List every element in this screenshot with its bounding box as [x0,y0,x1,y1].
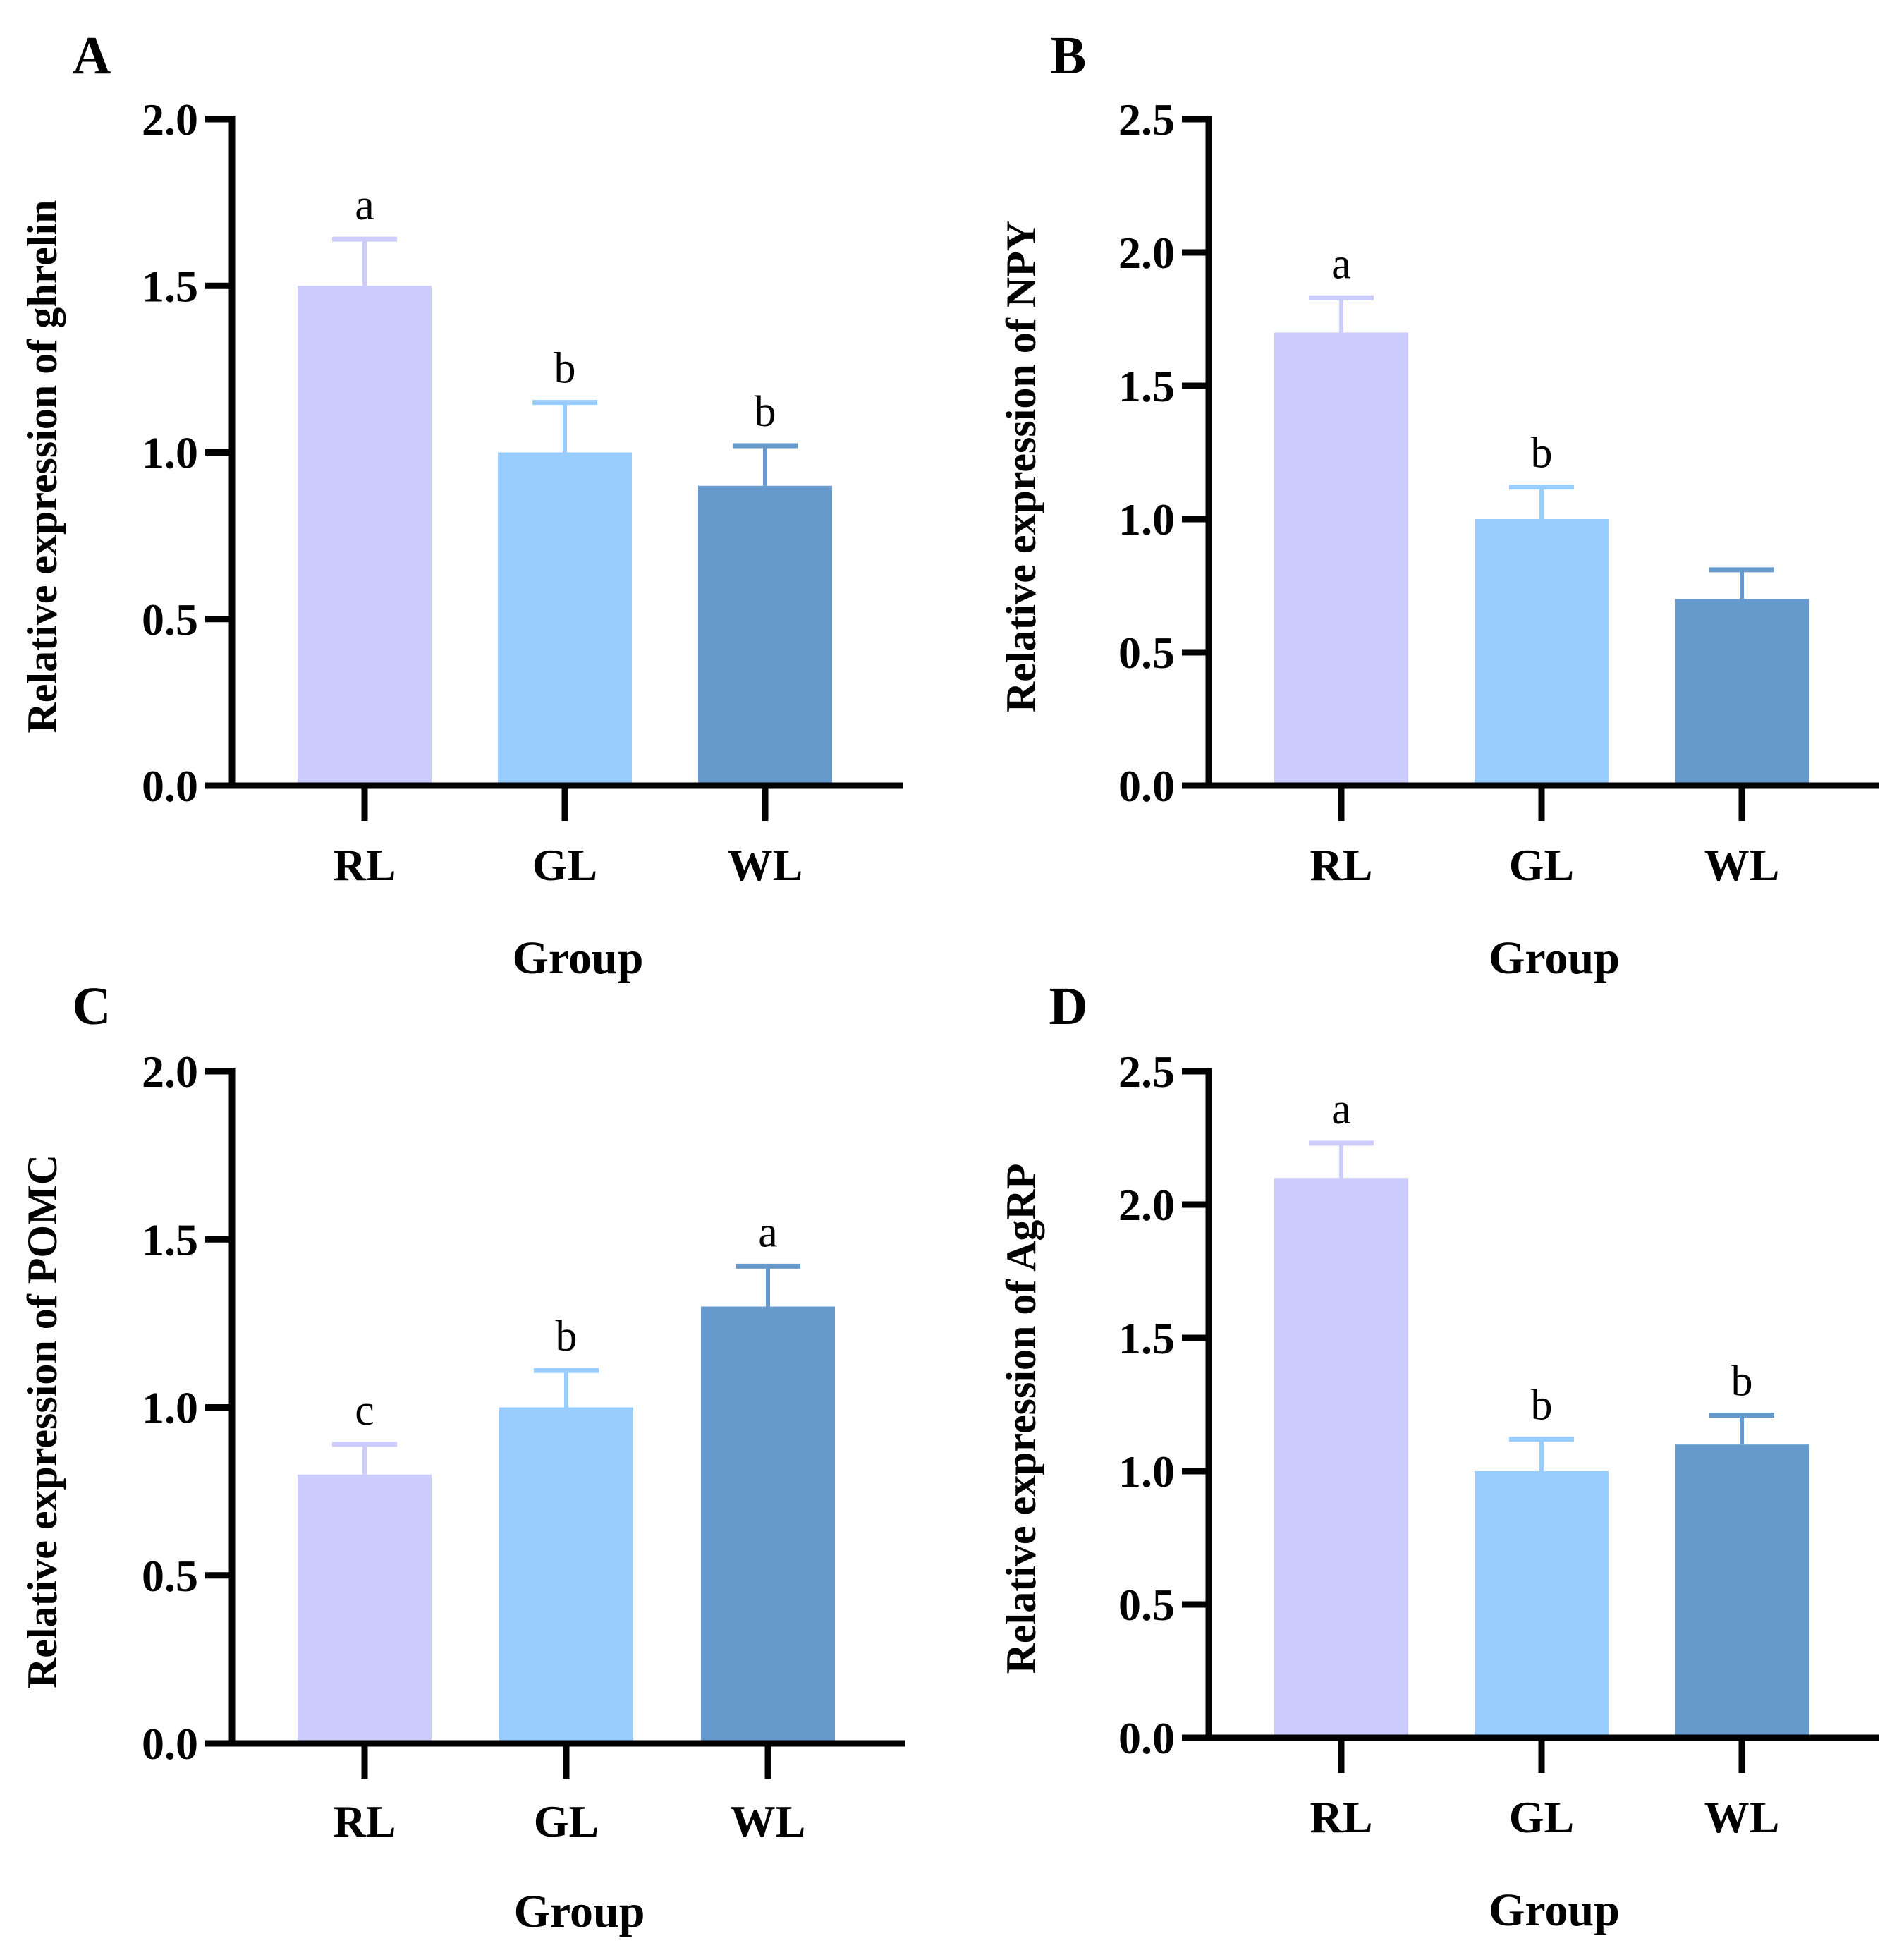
panel-label: D [1049,977,1088,1036]
bar-rl [298,286,432,786]
x-tick-label: GL [532,840,597,890]
y-axis-label: Relative expression of ghrelin [19,200,66,733]
y-tick-label: 1.5 [142,261,198,311]
x-axis-label: Group [514,1886,645,1937]
x-axis-label: Group [1489,1884,1620,1936]
bar-wl [698,485,832,786]
y-tick-label: 1.0 [1118,1447,1175,1497]
bar-gl [499,1407,633,1743]
y-axis-label: Relative expression of POMC [19,1155,66,1688]
bar-gl [1475,519,1609,786]
x-tick-label: WL [1704,840,1780,890]
y-tick-label: 2.0 [1118,228,1175,278]
y-tick-label: 1.0 [142,428,198,478]
y-tick-label: 2.0 [142,95,198,145]
x-tick-label: RL [1310,840,1373,890]
y-tick-label: 1.5 [142,1214,198,1265]
significance-letter: b [1531,1382,1553,1430]
y-tick-label: 2.0 [142,1047,198,1097]
x-tick-label: WL [728,840,803,890]
bar-wl [1675,599,1809,786]
x-tick-label: WL [731,1796,806,1846]
significance-letter: b [1731,1358,1753,1406]
panel-label: C [73,977,111,1036]
bar-rl [298,1474,432,1743]
y-tick-label: 2.5 [1118,95,1175,145]
y-tick-label: 0.0 [1118,761,1175,811]
significance-letter: b [755,388,776,436]
y-tick-label: 0.5 [1118,1580,1175,1630]
bar-wl [1675,1444,1809,1738]
y-tick-label: 1.0 [142,1383,198,1433]
x-tick-label: GL [1509,1792,1574,1842]
bar-rl [1274,332,1408,786]
y-tick-label: 1.5 [1118,361,1175,411]
x-tick-label: WL [1704,1792,1780,1842]
y-tick-label: 2.5 [1118,1047,1175,1097]
significance-letter: b [1531,430,1553,477]
bar-gl [498,452,632,786]
y-tick-label: 1.0 [1118,494,1175,544]
x-tick-label: GL [534,1796,599,1846]
significance-letter: b [554,345,576,393]
y-tick-label: 0.0 [1118,1713,1175,1763]
significance-letter: b [556,1313,578,1360]
significance-letter: c [355,1387,374,1435]
y-tick-label: 0.5 [142,1551,198,1601]
significance-letter: a [1331,1085,1351,1133]
significance-letter: a [355,181,374,229]
x-tick-label: RL [1310,1792,1373,1842]
x-axis-label: Group [1489,932,1620,984]
y-axis-label: Relative expression of AgRP [998,1164,1044,1674]
y-tick-label: 1.5 [1118,1313,1175,1363]
y-tick-label: 2.0 [1118,1180,1175,1230]
x-axis-label: Group [513,932,644,984]
y-axis-label: Relative expression of NPY [998,221,1044,712]
bar-rl [1274,1178,1408,1738]
significance-letter: a [1331,240,1351,288]
x-tick-label: RL [334,840,396,890]
panel-label: B [1051,26,1087,85]
significance-letter: a [758,1208,778,1256]
y-tick-label: 0.0 [142,761,198,811]
bar-gl [1475,1471,1609,1738]
y-tick-label: 0.0 [142,1719,198,1769]
x-tick-label: GL [1509,840,1574,890]
bar-wl [701,1306,835,1743]
y-tick-label: 0.5 [142,595,198,645]
x-tick-label: RL [334,1796,396,1846]
y-tick-label: 0.5 [1118,628,1175,678]
panel-label: A [73,26,111,85]
